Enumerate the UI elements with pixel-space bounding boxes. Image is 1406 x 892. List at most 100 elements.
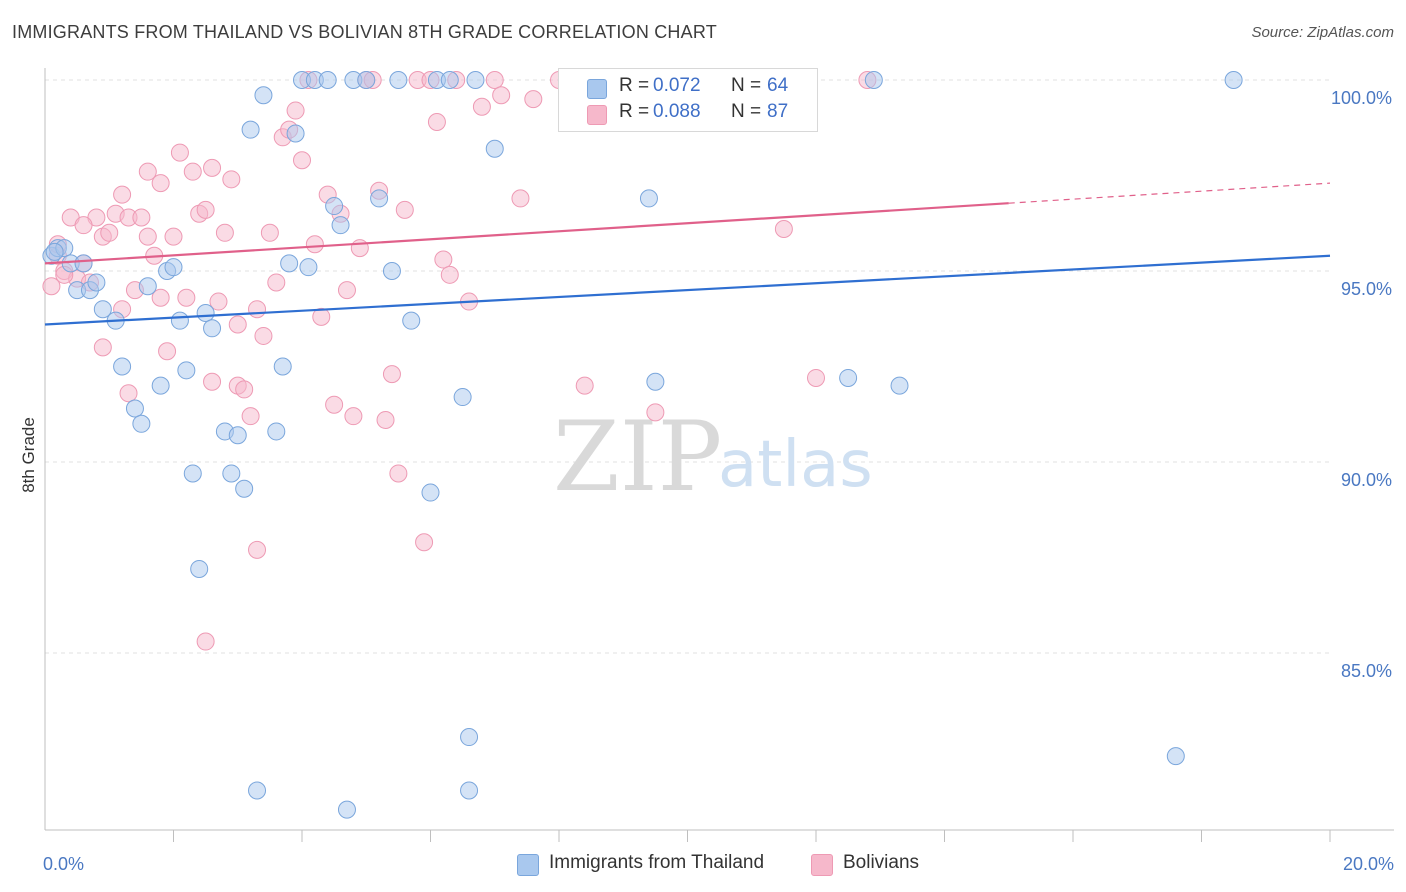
- thailand-point: [460, 781, 479, 800]
- source-label: Source: ZipAtlas.com: [1251, 24, 1394, 41]
- thailand-point: [222, 464, 241, 483]
- bolivian-point: [434, 250, 453, 269]
- thailand-point: [241, 120, 260, 139]
- bolivian-point: [248, 300, 267, 319]
- bolivian-point: [492, 86, 511, 105]
- thailand-point: [164, 258, 183, 277]
- thailand-point: [440, 71, 459, 89]
- legend-r-value: 0.072: [653, 75, 701, 96]
- legend-row-thailand: R = 0.072 N = 64: [559, 75, 817, 101]
- y-tick-label: 85.0%: [1341, 661, 1392, 681]
- bolivian-point: [164, 227, 183, 246]
- thailand-point: [357, 71, 376, 89]
- bolivian-point: [325, 395, 344, 414]
- legend-r-label: R =: [619, 75, 650, 96]
- thailand-point: [190, 559, 209, 578]
- bolivian-point: [511, 189, 530, 208]
- bolivian-point: [472, 97, 491, 116]
- bolivian-point: [254, 326, 273, 345]
- bolivian-point: [235, 380, 254, 399]
- y-axis-label: 8th Grade: [19, 417, 38, 493]
- bolivian-point: [395, 200, 414, 219]
- bolivian-point: [337, 281, 356, 300]
- bottom-legend-swatch-bolivians: [811, 854, 833, 876]
- thailand-point: [248, 781, 267, 800]
- bolivian-point: [138, 227, 157, 246]
- bolivian-point: [248, 540, 267, 559]
- bolivian-point: [132, 208, 151, 227]
- bolivian-point: [389, 464, 408, 483]
- bolivian-point: [774, 219, 793, 238]
- bolivian-point: [260, 223, 279, 242]
- y-tick-label: 100.0%: [1331, 88, 1392, 108]
- watermark-zip: ZIP: [553, 401, 722, 513]
- legend-r-label: R =: [619, 101, 650, 122]
- thailand-point: [132, 414, 151, 433]
- grid-lines: [45, 79, 1330, 654]
- bottom-legend-label: Bolivians: [843, 852, 920, 873]
- watermark-atlas: atlas: [718, 428, 873, 502]
- bolivian-point: [376, 410, 395, 429]
- bolivian-point: [228, 315, 247, 334]
- thailand-point: [1224, 71, 1243, 89]
- axes: [44, 68, 1394, 842]
- thailand-point: [325, 197, 344, 216]
- bolivian-point: [222, 170, 241, 189]
- chart-title: IMMIGRANTS FROM THAILAND VS BOLIVIAN 8TH…: [12, 22, 717, 42]
- thailand-point: [267, 422, 286, 441]
- thailand-point: [460, 728, 479, 747]
- thailand-point: [466, 71, 485, 89]
- bolivian-point: [100, 223, 119, 242]
- legend-r-value: 0.088: [653, 101, 701, 122]
- tick-labels: 85.0% 90.0% 95.0% 100.0% 0.0% 20.0%: [43, 88, 1394, 874]
- bolivian-point: [151, 288, 170, 307]
- y-tick-label: 95.0%: [1341, 279, 1392, 299]
- thailand-point: [639, 189, 658, 208]
- bolivian-point: [485, 71, 504, 89]
- bolivian-point: [203, 158, 222, 177]
- thailand-point: [402, 311, 421, 330]
- bolivian-point: [203, 372, 222, 391]
- thailand-point: [646, 372, 665, 391]
- bolivian-point: [209, 292, 228, 311]
- bolivian-point: [646, 403, 665, 422]
- thailand-point: [203, 319, 222, 338]
- thailand-point: [280, 254, 299, 273]
- thailand-point: [235, 479, 254, 498]
- thailand-point: [331, 216, 350, 235]
- bolivian-point: [350, 239, 369, 258]
- legend-n-label: N =: [731, 75, 762, 96]
- bolivian-point: [286, 101, 305, 120]
- thailand-point: [485, 139, 504, 158]
- legend-swatch-thailand: [587, 79, 607, 99]
- thailand-point: [337, 800, 356, 819]
- thailand-point: [890, 376, 909, 395]
- thailand-point: [138, 277, 157, 296]
- bolivian-point: [305, 235, 324, 254]
- thailand-point: [318, 71, 337, 89]
- trend-lines: [44, 182, 1331, 326]
- bolivian-point: [183, 162, 202, 181]
- legend-n-label: N =: [731, 101, 762, 122]
- bottom-legend-label: Immigrants from Thailand: [549, 852, 765, 873]
- thailand-point: [1166, 747, 1185, 766]
- bolivian-point: [138, 162, 157, 181]
- bolivian-point: [575, 376, 594, 395]
- thailand-point: [370, 189, 389, 208]
- thailand-point: [299, 258, 318, 277]
- series-bolivians-points: [42, 71, 877, 651]
- thailand-point: [196, 304, 215, 323]
- legend-n-value: 64: [767, 75, 789, 96]
- bolivian-point: [113, 185, 132, 204]
- series-thailand-points: [42, 71, 1243, 819]
- trend-line-bolivians: [44, 202, 1009, 265]
- legend-row-bolivians: R = 0.088 N = 87: [559, 101, 817, 127]
- thailand-point: [421, 483, 440, 502]
- bolivian-point: [382, 365, 401, 384]
- trend-line-thailand: [44, 254, 1331, 326]
- bolivian-point: [807, 368, 825, 387]
- thailand-point: [87, 273, 106, 292]
- bolivian-point: [196, 200, 215, 219]
- bolivian-point: [119, 384, 138, 403]
- thailand-point: [177, 361, 196, 380]
